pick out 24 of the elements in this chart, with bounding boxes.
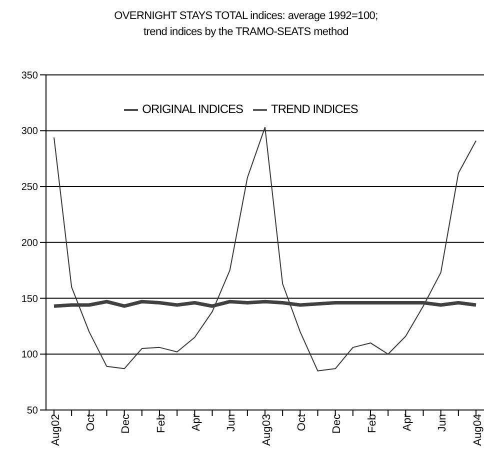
- y-tick-label: 100: [21, 350, 38, 361]
- x-tick-label: Apr: [401, 414, 414, 432]
- x-tick-label: Oct: [84, 414, 97, 432]
- x-tick-label: Oct: [296, 414, 308, 432]
- y-tick-label: 200: [21, 238, 38, 249]
- legend-label: ORIGINAL INDICES: [142, 102, 244, 116]
- y-tick-label: 350: [21, 70, 38, 82]
- x-tick-label: Aug04: [472, 414, 484, 446]
- x-tick-label: Jun: [226, 414, 238, 432]
- y-tick-label: 250: [21, 182, 38, 194]
- x-tick-label: Feb: [366, 414, 378, 433]
- x-tick-label: Aug02: [50, 414, 62, 446]
- x-tick-label: Jun: [436, 414, 449, 432]
- x-tick-label: Dec: [120, 414, 132, 434]
- y-tick-label: 150: [21, 294, 38, 305]
- line-series: [54, 126, 476, 372]
- chart-title: OVERNIGHT STAYS TOTAL indices: average 1992=100; trend indices by the TRAMO-SEATS method: [113, 9, 379, 40]
- x-tick-label: Feb: [155, 414, 168, 433]
- y-tick-label: 300: [21, 126, 38, 138]
- x-tick-label: Aug03: [260, 414, 273, 446]
- x-tick-label: Dec: [331, 414, 344, 434]
- x-tick-label: Apr: [190, 414, 202, 432]
- legend-label: TREND INDICES: [271, 102, 358, 116]
- y-tick-label: 50: [26, 406, 38, 417]
